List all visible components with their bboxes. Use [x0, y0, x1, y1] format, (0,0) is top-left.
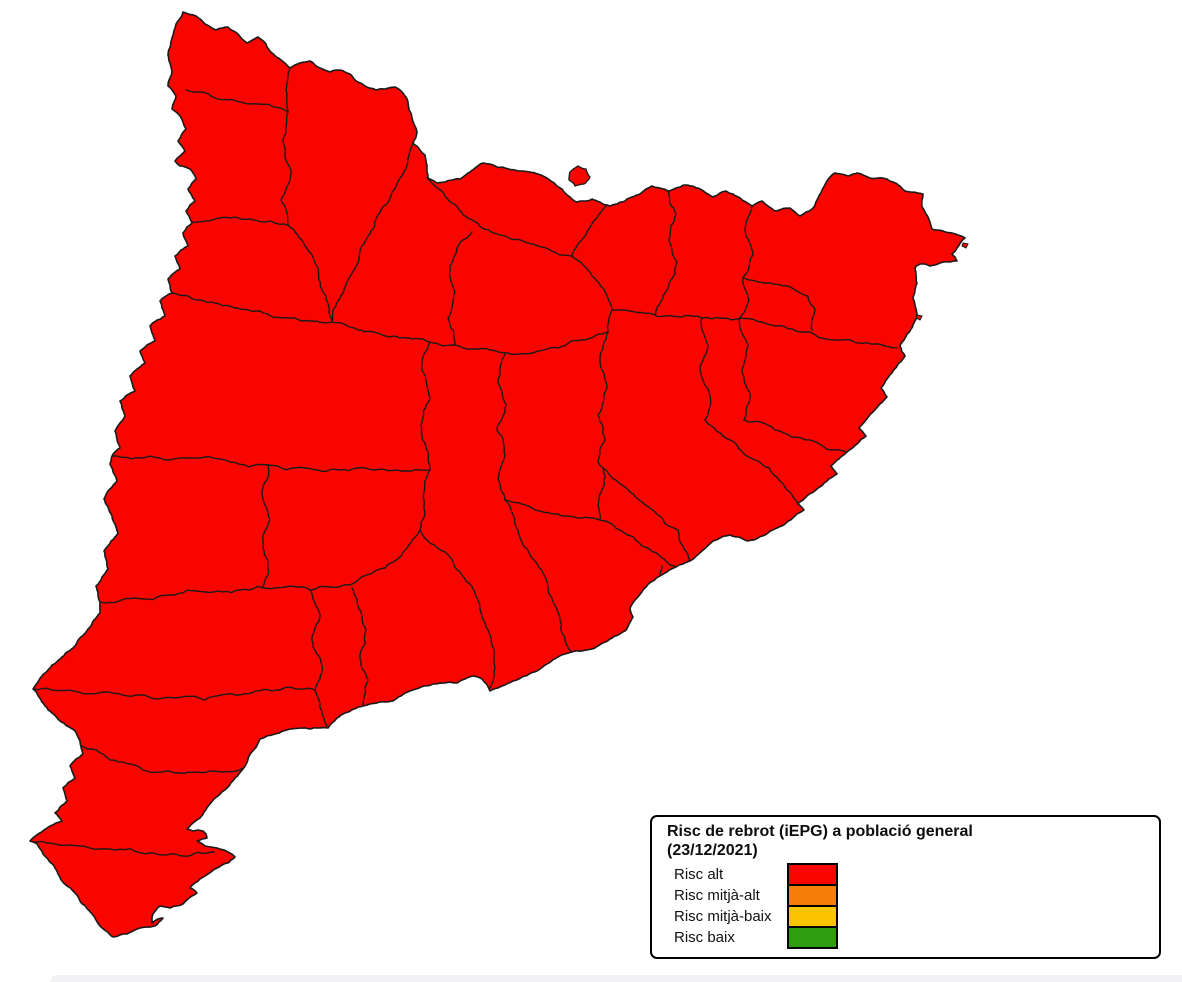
comarca-border-line	[742, 277, 816, 331]
comarca-border-line	[699, 317, 712, 421]
legend-label-risc-mitja-alt: Risc mitjà-alt	[674, 887, 760, 904]
legend: Risc de rebrot (iEPG) a població general…	[650, 815, 1161, 959]
comarca-border-line	[447, 231, 473, 346]
comarca-border-line	[309, 589, 324, 691]
comarca-border-line	[704, 419, 799, 505]
legend-swatch-risc-baix	[787, 926, 838, 949]
comarca-border-line	[280, 111, 292, 226]
legend-label-risc-alt: Risc alt	[674, 866, 724, 883]
comarca-border-line	[351, 587, 369, 707]
legend-swatch-risc-mitja-alt	[787, 884, 838, 907]
comarca-border-line	[738, 317, 751, 421]
comarca-border-line	[496, 353, 507, 501]
comarca-border-line	[99, 585, 311, 604]
comarca-border-line	[419, 469, 431, 531]
legend-swatch-risc-alt	[787, 863, 838, 886]
legend-title-line2: (23/12/2021)	[667, 842, 758, 859]
coastal-islet	[961, 242, 969, 249]
comarca-border-line	[504, 499, 601, 521]
coastal-islet	[915, 314, 923, 321]
comarca-border-line	[331, 321, 456, 347]
legend-label-risc-baix: Risc baix	[674, 929, 735, 946]
catalonia-outline	[29, 11, 966, 938]
comarca-borders	[32, 67, 898, 857]
comarca-border-line	[611, 309, 741, 321]
comarca-border-line	[191, 216, 289, 226]
comarca-border-line	[739, 317, 898, 349]
comarca-border-line	[185, 89, 289, 113]
comarca-border-line	[79, 744, 244, 774]
comarca-border-line	[419, 529, 496, 689]
comarca-border-line	[654, 190, 678, 316]
comarca-border-line	[599, 519, 677, 568]
comarca-border-line	[331, 142, 414, 323]
comarca-border-line	[571, 205, 607, 257]
legend-title-line1: Risc de rebrot (iEPG) a població general	[667, 823, 973, 840]
comarca-border-line	[420, 341, 431, 471]
comarca-border-line	[597, 331, 609, 521]
legend-swatch-risc-mitja-baix	[787, 905, 838, 928]
legend-label-risc-mitja-baix: Risc mitjà-baix	[674, 908, 772, 925]
bottom-page-edge	[50, 975, 1182, 982]
comarca-border-line	[743, 419, 847, 453]
comarca-border-line	[32, 687, 206, 701]
comarca-border-line	[309, 529, 421, 591]
comarca-border-line	[204, 686, 316, 701]
comarca-border-line	[111, 455, 431, 473]
comarca-border-line	[602, 467, 691, 562]
comarca-border-line	[454, 331, 609, 355]
legend-swatches	[787, 863, 838, 949]
comarca-border-line	[287, 224, 333, 323]
comarca-border-line	[571, 255, 613, 333]
comarca-border-line	[426, 177, 573, 257]
llivia-exclave	[568, 165, 591, 187]
comarca-border-line	[285, 67, 291, 113]
legend-title: Risc de rebrot (iEPG) a població general…	[667, 822, 1147, 860]
comarca-border-line	[739, 205, 754, 319]
comarca-border-line	[261, 464, 271, 589]
comarca-border-line	[314, 689, 329, 729]
comarca-border-line	[171, 292, 333, 324]
comarca-border-line	[504, 499, 573, 653]
comarca-border-line	[32, 840, 215, 857]
